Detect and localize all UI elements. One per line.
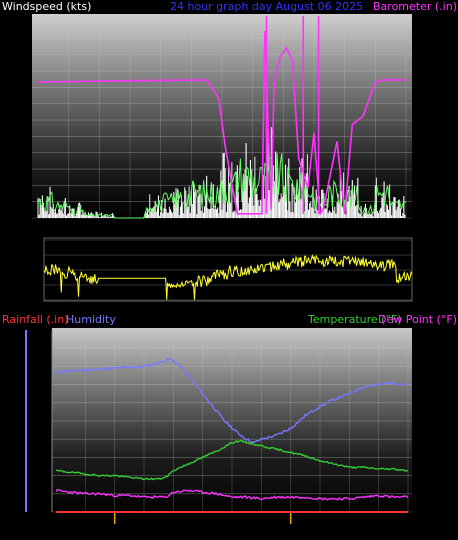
dewpoint-header: Dew Point (°F): [378, 313, 457, 326]
barometer-line: [37, 30, 406, 217]
wind-panel-series: [37, 16, 407, 219]
temperature-header: Temperature (°F): [307, 313, 402, 326]
wind-direction-line: [43, 253, 413, 300]
graph-date-title: 24 hour graph day August 06 2025: [170, 0, 363, 13]
direction-panel-series: [43, 253, 413, 300]
climate-panel-background: [52, 328, 412, 514]
rainfall-header: Rainfall (.in): [2, 313, 69, 326]
avg-wind-line: [37, 153, 407, 219]
barometer-header: Barometer (.in): [373, 0, 457, 13]
humidity-line: [55, 357, 409, 444]
windspeed-header: Windspeed (kts): [2, 0, 91, 13]
direction-panel-grid: [44, 239, 412, 301]
climate-panel-series: [55, 357, 409, 524]
humidity-header: Humidity: [66, 313, 116, 326]
direction-panel-background: [43, 237, 413, 302]
temperature-line: [55, 439, 409, 481]
dewpoint-line: [55, 488, 409, 501]
wind-panel-grid: [32, 14, 412, 219]
